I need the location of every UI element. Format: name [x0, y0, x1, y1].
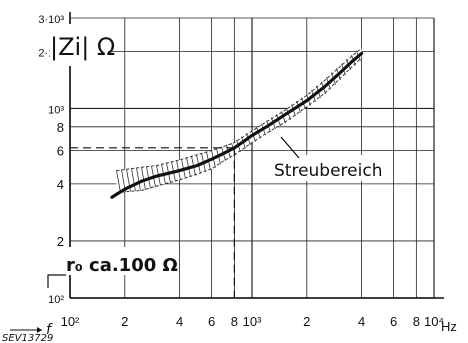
band-hatch	[116, 170, 121, 193]
x-tick-label: 8	[413, 314, 420, 329]
band-upper-edge	[116, 47, 362, 172]
band-hatch	[136, 167, 141, 191]
x-tick-label: 6	[390, 314, 397, 329]
x-axis-unit: Hz	[441, 319, 457, 334]
x-tick-label: 2	[121, 314, 128, 329]
x-arrow-head	[37, 327, 42, 333]
y-tick-label: 10²	[48, 294, 64, 306]
r0-leader	[47, 274, 66, 288]
r0-annotation: r₀ ca.100 Ω	[47, 247, 178, 288]
band-hatch	[141, 166, 146, 191]
r0-label: r₀ ca.100 Ω	[66, 255, 178, 276]
x-tick-label: 2	[303, 314, 310, 329]
x-tick-label: 10⁴	[424, 314, 444, 329]
y-axis-label: |Zi| Ω	[50, 24, 115, 66]
band-fill	[116, 48, 362, 193]
y-axis-label-text: |Zi| Ω	[50, 33, 115, 61]
series-group	[110, 51, 364, 199]
y-tick-label: 10³	[48, 104, 64, 116]
y-tick-label: 3·10³	[38, 14, 64, 26]
y-tick-label: 8	[57, 120, 64, 135]
impedance-curve	[110, 51, 364, 199]
band-label: Streubereich	[274, 161, 382, 181]
figure-code: SEV13729	[2, 333, 53, 343]
x-tick-label: 10³	[243, 314, 262, 329]
y-tick-label: 6	[57, 143, 64, 158]
x-tick-label: 4	[358, 314, 365, 329]
y-tick-label: 4	[57, 177, 64, 192]
band-annotation: Streubereich	[270, 136, 382, 181]
reference-lines	[70, 147, 235, 298]
band-lower-edge	[116, 57, 362, 194]
x-tick-label: 4	[176, 314, 183, 329]
y-tick-label: 2	[57, 234, 64, 249]
x-tick-label: 10²	[61, 314, 80, 329]
x-tick-labels: 10² 2 4 6 8 10³ 2 4 6 8 10⁴	[61, 314, 444, 329]
band-hatch	[131, 168, 136, 192]
x-tick-label: 8	[231, 314, 238, 329]
x-tick-label: 6	[208, 314, 215, 329]
x-axis-label: f	[46, 322, 53, 338]
band-label-leader	[280, 136, 300, 159]
